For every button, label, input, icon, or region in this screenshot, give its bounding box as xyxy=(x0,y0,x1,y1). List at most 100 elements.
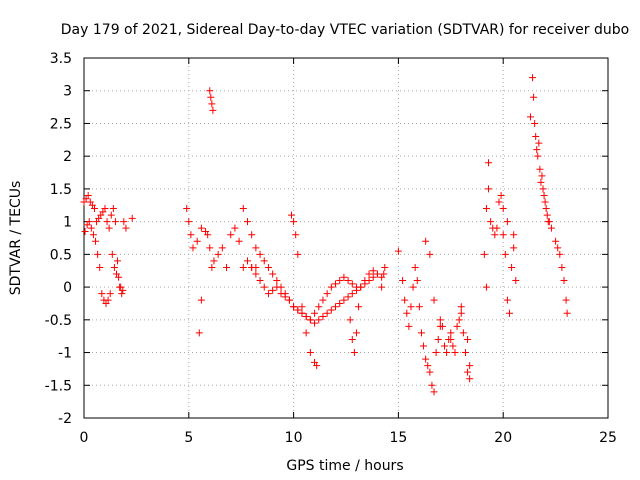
data-point xyxy=(210,257,218,265)
data-point xyxy=(110,263,118,271)
data-point xyxy=(256,250,264,258)
y-tick-label: -1 xyxy=(58,346,72,362)
y-tick-label: 1.5 xyxy=(50,182,72,198)
data-point xyxy=(466,375,474,383)
data-point xyxy=(298,303,306,311)
data-point xyxy=(350,349,358,357)
data-point xyxy=(281,290,289,298)
data-point xyxy=(369,273,377,281)
data-point xyxy=(558,263,566,271)
data-point xyxy=(451,349,459,357)
data-point xyxy=(505,309,513,317)
data-point xyxy=(411,263,419,271)
data-point xyxy=(401,296,409,304)
data-point xyxy=(434,335,442,343)
x-tick-label: 0 xyxy=(80,430,89,446)
data-point xyxy=(107,211,115,219)
data-point xyxy=(327,283,335,291)
data-point xyxy=(243,218,251,226)
data-point xyxy=(319,296,327,304)
data-point xyxy=(499,231,507,239)
data-point xyxy=(538,172,546,180)
data-point xyxy=(106,290,114,298)
data-point xyxy=(378,283,386,291)
data-point xyxy=(223,263,231,271)
data-point xyxy=(539,185,547,193)
data-point xyxy=(243,257,251,265)
y-tick-label: 0 xyxy=(63,280,72,296)
data-point xyxy=(105,224,113,232)
data-point xyxy=(206,244,214,252)
x-tick-label: 5 xyxy=(184,430,193,446)
data-point xyxy=(499,205,507,213)
data-point xyxy=(323,290,331,298)
data-point xyxy=(426,368,434,376)
data-point xyxy=(298,309,306,317)
data-point xyxy=(541,198,549,206)
data-point xyxy=(109,205,117,213)
data-point xyxy=(319,313,327,321)
data-point xyxy=(128,214,136,222)
data-point xyxy=(285,296,293,304)
data-point xyxy=(449,342,457,350)
data-point xyxy=(441,342,449,350)
data-point xyxy=(313,362,321,370)
data-point xyxy=(92,237,100,245)
data-point xyxy=(503,218,511,226)
data-point xyxy=(464,368,472,376)
data-point xyxy=(209,106,217,114)
y-axis-label: SDTVAR / TECUs xyxy=(8,181,24,296)
data-point xyxy=(218,244,226,252)
data-point xyxy=(491,231,499,239)
y-tick-label: -1.5 xyxy=(45,378,72,394)
x-tick-label: 15 xyxy=(389,430,407,446)
data-point xyxy=(260,283,268,291)
data-point xyxy=(424,362,432,370)
data-point xyxy=(346,316,354,324)
data-point xyxy=(195,329,203,337)
y-tick-label: 3.5 xyxy=(50,51,72,67)
data-point xyxy=(447,335,455,343)
data-point xyxy=(98,290,106,298)
data-point xyxy=(294,250,302,258)
data-point xyxy=(348,335,356,343)
data-point xyxy=(252,244,260,252)
data-point xyxy=(103,218,111,226)
data-point xyxy=(185,218,193,226)
data-point xyxy=(344,293,352,301)
data-point xyxy=(306,316,314,324)
data-point xyxy=(290,303,298,311)
chart-title: Day 179 of 2021, Sidereal Day-to-day VTE… xyxy=(61,22,629,38)
data-point xyxy=(381,263,389,271)
data-point xyxy=(118,290,126,298)
data-point xyxy=(235,237,243,245)
data-point xyxy=(264,290,272,298)
data-point xyxy=(563,309,571,317)
data-point xyxy=(426,250,434,258)
data-point xyxy=(543,211,551,219)
data-point xyxy=(436,322,444,330)
data-point xyxy=(81,227,89,235)
data-point xyxy=(197,224,205,232)
y-tick-label: 0.5 xyxy=(50,247,72,263)
data-point xyxy=(306,349,314,357)
data-point xyxy=(104,296,112,304)
data-point xyxy=(369,267,377,275)
data-point xyxy=(554,244,562,252)
data-point xyxy=(430,296,438,304)
data-point xyxy=(407,303,415,311)
data-point xyxy=(453,322,461,330)
data-point xyxy=(447,329,455,337)
data-point xyxy=(315,316,323,324)
data-point xyxy=(394,247,402,255)
data-point xyxy=(422,355,430,363)
data-point xyxy=(344,277,352,285)
data-point xyxy=(540,191,548,199)
x-tick-label: 10 xyxy=(285,430,303,446)
data-point xyxy=(487,218,495,226)
data-point xyxy=(545,218,553,226)
x-tick-label: 20 xyxy=(494,430,512,446)
data-point xyxy=(348,290,356,298)
data-point xyxy=(332,280,340,288)
